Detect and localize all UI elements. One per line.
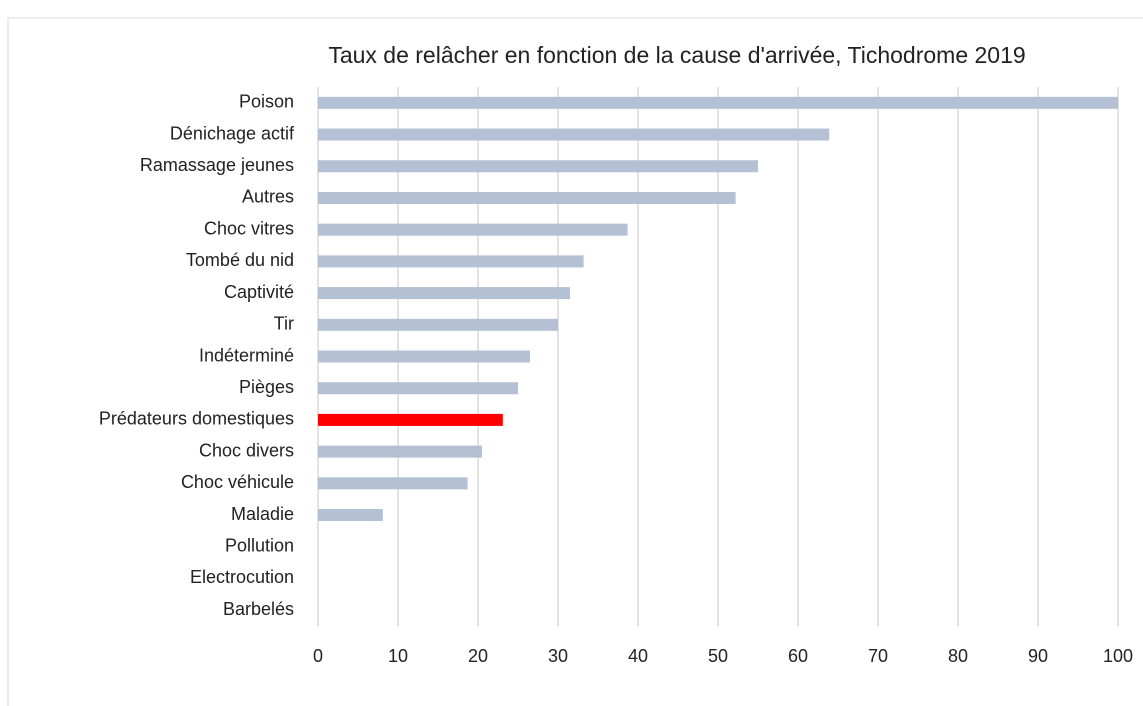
x-tick-label: 30 bbox=[548, 646, 568, 666]
bar bbox=[318, 255, 584, 268]
bar bbox=[318, 287, 570, 300]
y-tick-label: Electrocution bbox=[190, 567, 294, 587]
x-tick-label: 40 bbox=[628, 646, 648, 666]
y-tick-label: Indéterminé bbox=[199, 345, 294, 365]
y-tick-label: Choc divers bbox=[199, 440, 294, 460]
x-tick-label: 60 bbox=[788, 646, 808, 666]
x-tick-label: 100 bbox=[1103, 646, 1133, 666]
y-tick-label: Choc véhicule bbox=[181, 472, 294, 492]
bar bbox=[318, 350, 530, 363]
bar bbox=[318, 191, 736, 204]
bar bbox=[318, 477, 468, 490]
bar bbox=[318, 382, 518, 395]
chart-frame bbox=[7, 17, 1143, 706]
y-tick-label: Dénichage actif bbox=[170, 123, 295, 143]
y-tick-label: Autres bbox=[242, 187, 294, 207]
y-tick-label: Tir bbox=[274, 314, 294, 334]
x-tick-label: 90 bbox=[1028, 646, 1048, 666]
x-tick-label: 0 bbox=[313, 646, 323, 666]
bar bbox=[318, 128, 830, 141]
bar bbox=[318, 160, 758, 173]
x-tick-label: 80 bbox=[948, 646, 968, 666]
chart-title: Taux de relâcher en fonction de la cause… bbox=[328, 42, 1025, 68]
y-tick-label: Poison bbox=[239, 92, 294, 112]
y-tick-label: Captivité bbox=[224, 282, 294, 302]
x-tick-label: 10 bbox=[388, 646, 408, 666]
bar bbox=[318, 223, 628, 236]
y-tick-label: Prédateurs domestiques bbox=[99, 409, 294, 429]
y-tick-label: Barbelés bbox=[223, 599, 294, 619]
y-tick-label: Pollution bbox=[225, 535, 294, 555]
y-tick-label: Choc vitres bbox=[204, 218, 294, 238]
y-tick-label: Ramassage jeunes bbox=[140, 155, 294, 175]
bar bbox=[318, 318, 558, 331]
bar bbox=[318, 509, 383, 522]
bar bbox=[318, 413, 503, 426]
y-tick-label: Maladie bbox=[231, 504, 294, 524]
y-tick-label: Pièges bbox=[239, 377, 294, 397]
x-tick-label: 70 bbox=[868, 646, 888, 666]
x-tick-label: 50 bbox=[708, 646, 728, 666]
y-tick-label: Tombé du nid bbox=[186, 250, 294, 270]
bar bbox=[318, 96, 1118, 109]
bar bbox=[318, 445, 482, 458]
x-tick-label: 20 bbox=[468, 646, 488, 666]
